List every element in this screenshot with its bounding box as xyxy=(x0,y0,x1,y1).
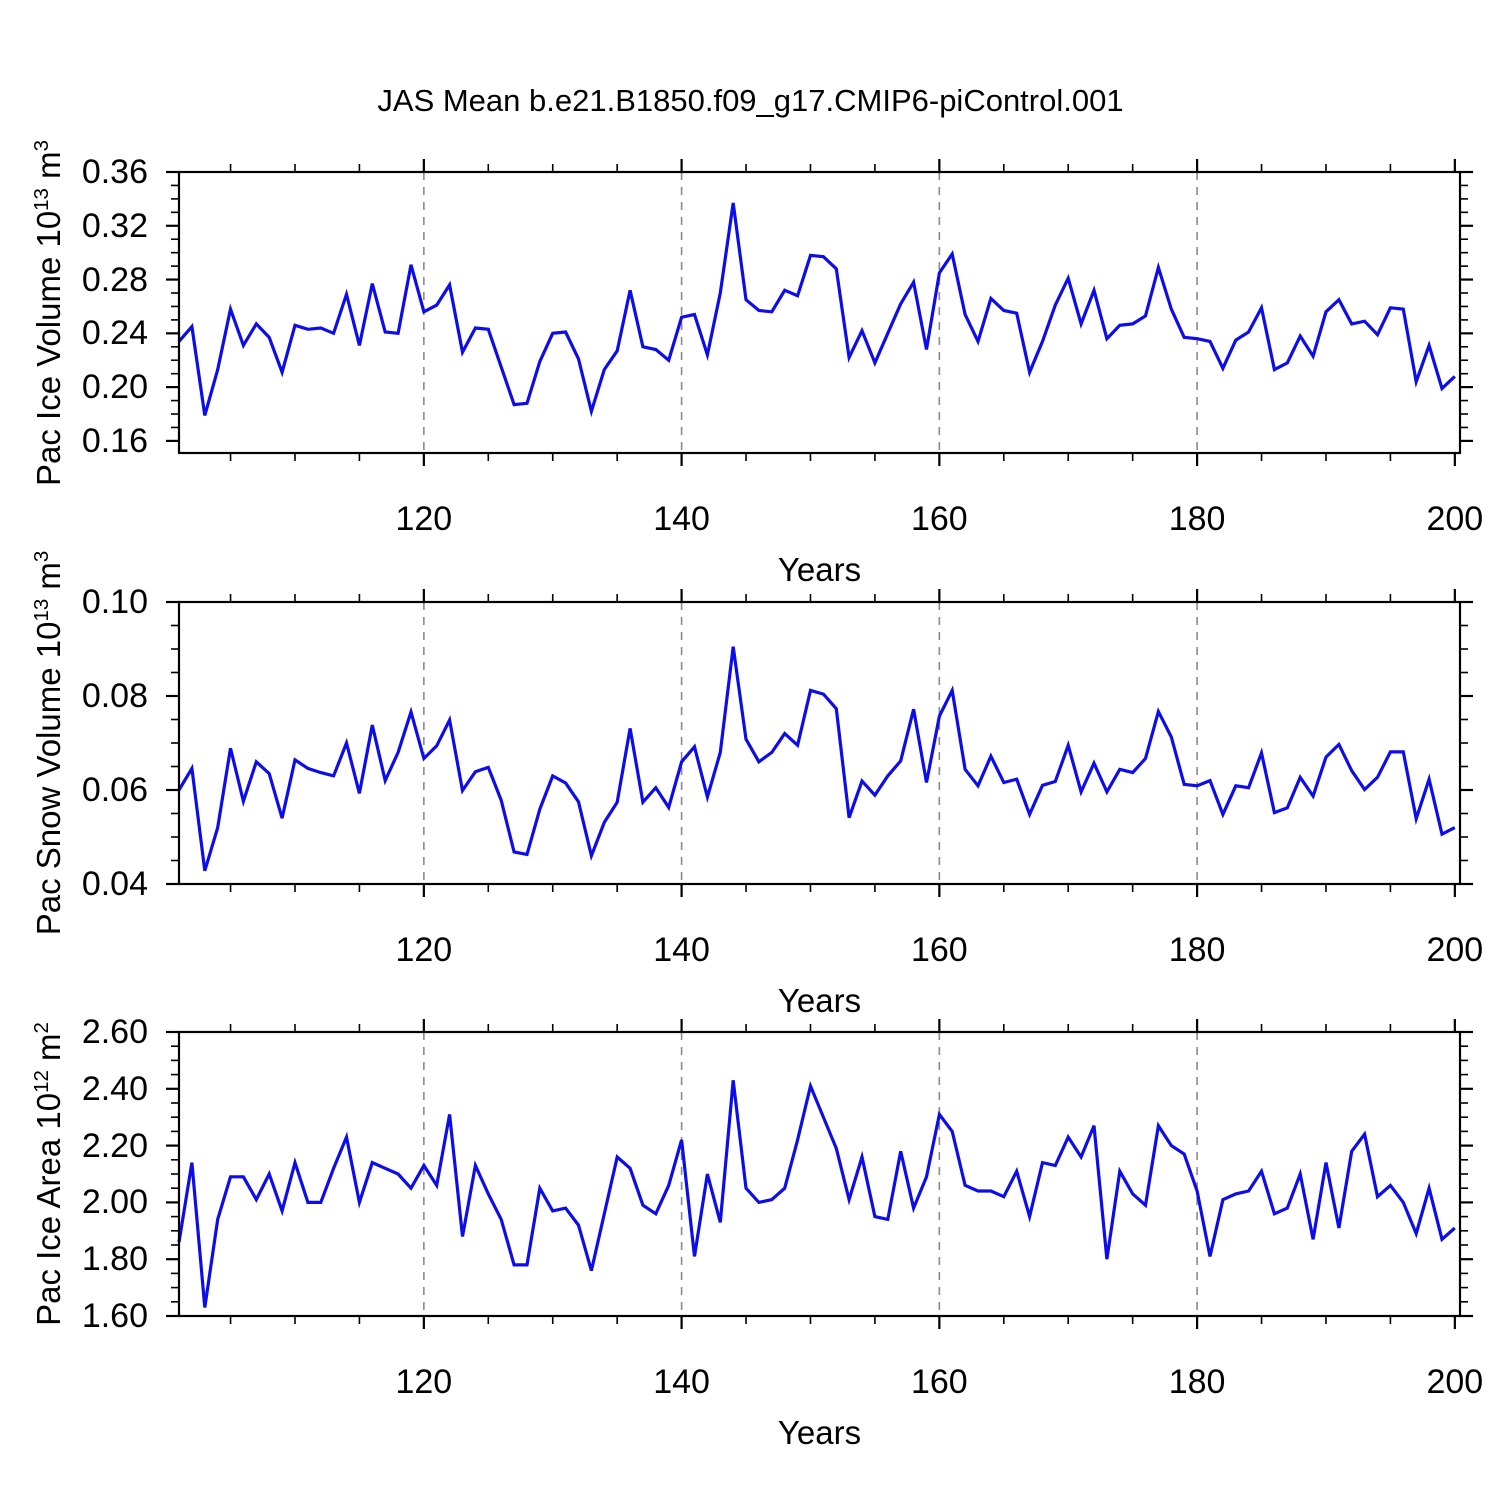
x-tick-label: 200 xyxy=(1426,500,1484,538)
plot-border xyxy=(177,1030,1462,1318)
x-axis-title-panel1: Years xyxy=(777,551,862,588)
y-tick-label: 0.36 xyxy=(81,153,148,191)
x-axis-title-panel2: Years xyxy=(777,982,862,1019)
x-axis-title-panel3: Years xyxy=(777,1414,862,1451)
y-tick-label: 0.20 xyxy=(81,368,148,407)
x-tick-label: 140 xyxy=(653,1363,710,1401)
x-tick-label: 200 xyxy=(1426,931,1484,969)
x-tick-label: 140 xyxy=(653,500,710,538)
y-tick-label: 0.24 xyxy=(81,314,148,353)
series-line-pac-snow-volume xyxy=(177,646,1456,872)
plot-area-pac-snow-volume xyxy=(166,589,1473,897)
x-tick-label: 160 xyxy=(910,500,968,538)
y-axis-label-pac-ice-area: Pac Ice Area 1012 m2 xyxy=(30,1022,67,1326)
x-tick-label: 180 xyxy=(1168,1363,1226,1401)
x-tick-label: 200 xyxy=(1426,1363,1484,1401)
y-tick-label: 0.04 xyxy=(81,865,148,903)
y-tick-label: 0.16 xyxy=(81,421,148,460)
y-tick-label: 0.10 xyxy=(81,583,148,621)
y-tick-label: 2.00 xyxy=(81,1183,148,1222)
x-tick-label: 120 xyxy=(395,1363,453,1401)
x-tick-label: 160 xyxy=(910,931,968,969)
y-tick-label: 0.28 xyxy=(81,260,148,299)
y-tick-label: 1.80 xyxy=(81,1240,148,1279)
x-tick-label: 160 xyxy=(910,1363,968,1401)
x-tick-label: 120 xyxy=(395,931,453,969)
series-line-pac-ice-area xyxy=(177,1080,1456,1308)
series-line-pac-ice-volume xyxy=(177,202,1456,418)
y-tick-label: 2.60 xyxy=(81,1013,148,1051)
y-tick-label: 0.32 xyxy=(81,206,148,245)
plot-area-pac-ice-volume xyxy=(166,159,1473,466)
y-tick-label: 2.40 xyxy=(81,1069,148,1108)
y-tick-label: 0.08 xyxy=(81,677,148,715)
x-tick-label: 140 xyxy=(653,931,710,969)
y-tick-label: 2.20 xyxy=(81,1126,148,1165)
y-tick-label: 0.06 xyxy=(81,771,148,809)
chart-title: JAS Mean b.e21.B1850.f09_g17.CMIP6-piCon… xyxy=(377,83,1124,118)
y-tick-label: 1.60 xyxy=(81,1297,148,1335)
x-tick-label: 120 xyxy=(395,500,453,538)
plot-border xyxy=(177,600,1462,886)
x-tick-label: 180 xyxy=(1168,500,1226,538)
plot-area-pac-ice-area xyxy=(166,1019,1473,1329)
x-tick-label: 180 xyxy=(1168,931,1226,969)
plot-border xyxy=(177,170,1462,455)
